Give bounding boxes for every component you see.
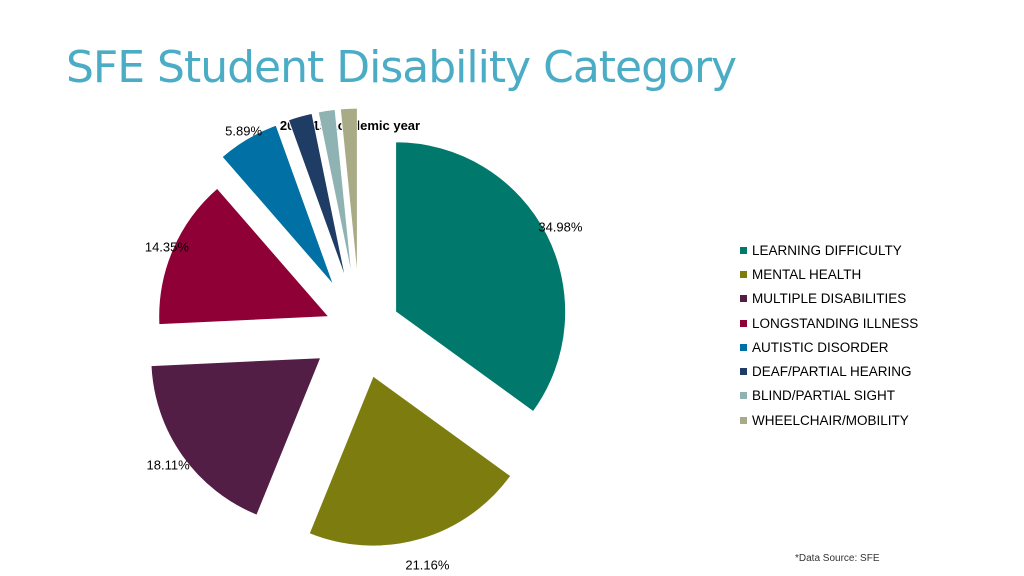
slice-data-label: 18.11% bbox=[147, 458, 191, 473]
legend-label: AUTISTIC DISORDER bbox=[752, 339, 889, 355]
slice-data-label: 34.98% bbox=[538, 220, 583, 235]
legend-item: MENTAL HEALTH bbox=[740, 262, 918, 286]
legend-item: BLIND/PARTIAL SIGHT bbox=[740, 384, 918, 408]
slice-data-label: 14.35% bbox=[145, 239, 190, 254]
legend-item: MULTIPLE DISABILITIES bbox=[740, 287, 918, 311]
legend-item: WHEELCHAIR/MOBILITY bbox=[740, 408, 918, 432]
legend-swatch bbox=[740, 368, 747, 376]
legend-item: LONGSTANDING ILLNESS bbox=[740, 311, 918, 335]
legend-label: LEARNING DIFFICULTY bbox=[752, 242, 902, 258]
legend-label: MENTAL HEALTH bbox=[752, 266, 862, 282]
slice-data-label: 5.89% bbox=[225, 124, 262, 139]
legend-swatch bbox=[740, 416, 747, 424]
legend-swatch bbox=[740, 343, 747, 351]
pie-slice-multiple-disabilities bbox=[150, 357, 322, 516]
pie-slice-deaf-partial-hearing bbox=[287, 112, 347, 281]
legend-item: DEAF/PARTIAL HEARING bbox=[740, 359, 918, 383]
slide-title: SFE Student Disability Category bbox=[66, 42, 737, 93]
legend-swatch bbox=[740, 392, 747, 400]
data-source-note: *Data Source: SFE bbox=[795, 553, 880, 564]
legend-item: AUTISTIC DISORDER bbox=[740, 335, 918, 359]
pie-slice-mental-health bbox=[308, 375, 512, 547]
legend-swatch bbox=[740, 319, 747, 327]
slice-data-label: 21.16% bbox=[405, 558, 450, 573]
pie-slice-blind-partial-sight bbox=[317, 108, 353, 279]
legend-label: LONGSTANDING ILLNESS bbox=[752, 315, 919, 331]
legend-label: BLIND/PARTIAL SIGHT bbox=[752, 388, 896, 404]
legend-swatch bbox=[740, 295, 747, 303]
pie-slice-wheelchair-mobility bbox=[339, 107, 358, 279]
legend-label: DEAF/PARTIAL HEARING bbox=[752, 364, 912, 380]
legend-label: MULTIPLE DISABILITIES bbox=[752, 291, 907, 307]
pie-slice-learning-difficulty bbox=[395, 141, 567, 413]
legend-swatch bbox=[740, 246, 747, 254]
pie-slice-longstanding-illness bbox=[158, 187, 330, 326]
chart-legend: LEARNING DIFFICULTY MENTAL HEALTH MULTIPLE… bbox=[740, 238, 918, 432]
legend-label: WHEELCHAIR/MOBILITY bbox=[752, 412, 909, 428]
pie-slice-autistic-disorder bbox=[221, 124, 335, 286]
legend-swatch bbox=[740, 270, 747, 278]
legend-item: LEARNING DIFFICULTY bbox=[740, 238, 918, 262]
